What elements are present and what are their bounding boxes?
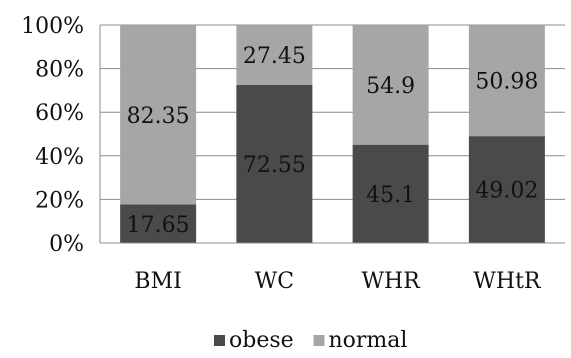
legend: obese normal bbox=[214, 328, 407, 353]
legend-label-obese: obese bbox=[229, 328, 294, 353]
data-label-normal-whr: 54.9 bbox=[366, 74, 415, 99]
legend-swatch-obese bbox=[214, 335, 225, 346]
data-label-normal-wc: 27.45 bbox=[243, 44, 306, 69]
data-label-obese-whr: 45.1 bbox=[366, 183, 415, 208]
y-tick-label: 0% bbox=[49, 232, 84, 257]
legend-swatch-normal bbox=[313, 335, 325, 346]
y-tick-label: 20% bbox=[35, 188, 84, 213]
y-tick-label: 60% bbox=[35, 101, 84, 126]
bar-normal-whr bbox=[352, 25, 429, 145]
y-tick-label: 40% bbox=[35, 145, 84, 170]
data-label-normal-whtr: 50.98 bbox=[475, 70, 538, 95]
x-tick-label: WHtR bbox=[473, 269, 542, 294]
bar-obese-whtr bbox=[468, 136, 545, 243]
bar-normal-bmi bbox=[120, 25, 197, 205]
bar-normal-whtr bbox=[468, 25, 545, 137]
bar-obese-whr bbox=[352, 144, 429, 243]
data-label-normal-bmi: 82.35 bbox=[127, 104, 190, 129]
x-tick-label: BMI bbox=[134, 269, 181, 294]
x-tick-label: WC bbox=[255, 269, 294, 294]
x-tick-label: WHR bbox=[361, 269, 421, 294]
data-label-obese-bmi: 17.65 bbox=[127, 213, 190, 238]
data-label-obese-wc: 72.55 bbox=[243, 153, 306, 178]
legend-label-normal: normal bbox=[329, 328, 408, 353]
bar-obese-bmi bbox=[120, 204, 197, 243]
axes: 0% 20% 40% 60% 80% 100% BMI WC WHR WHtR bbox=[21, 14, 565, 294]
bar-obese-wc bbox=[236, 84, 313, 243]
y-tick-label: 80% bbox=[35, 58, 84, 83]
data-label-obese-whtr: 49.02 bbox=[475, 179, 538, 204]
bar-normal-wc bbox=[236, 25, 313, 85]
data-labels: 17.65 82.35 72.55 27.45 45.1 54.9 49.02 50.98 bbox=[127, 44, 539, 238]
bars bbox=[120, 25, 545, 243]
y-tick-label: 100% bbox=[21, 14, 84, 39]
